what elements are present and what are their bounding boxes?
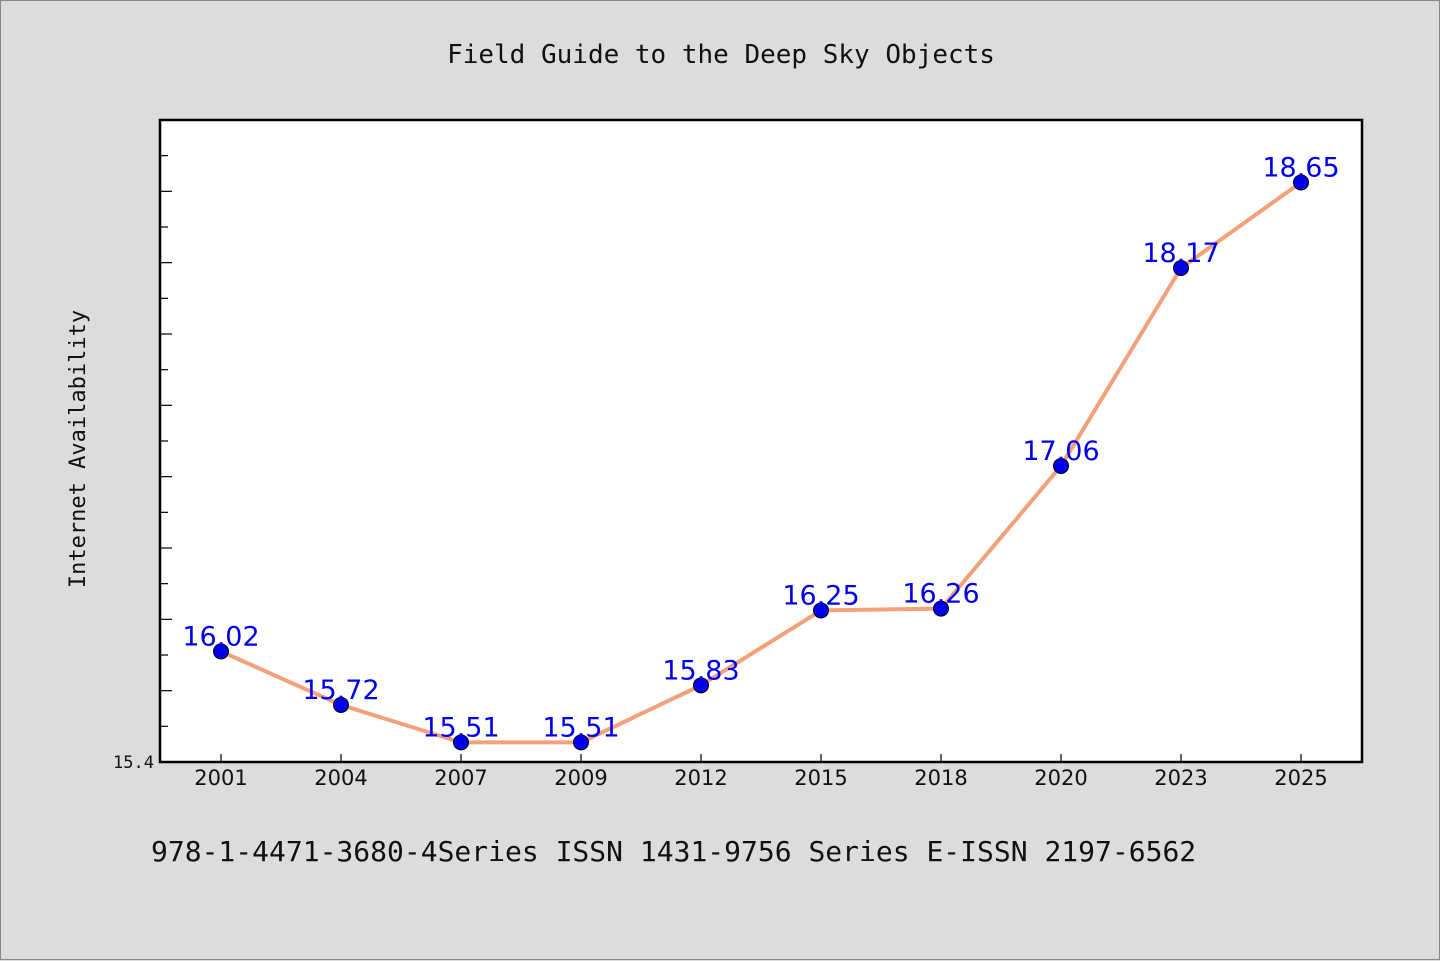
y-axis-label: Internet Availability (66, 310, 91, 588)
data-label: 17.06 (1022, 436, 1099, 467)
x-tick-label: 2001 (194, 766, 247, 790)
chart-title: Field Guide to the Deep Sky Objects (447, 40, 995, 70)
series-line-group (219, 180, 1303, 745)
x-tick-label: 2015 (794, 766, 847, 790)
data-point (573, 734, 589, 751)
data-markers (213, 174, 1309, 751)
x-tick-label: 2007 (434, 766, 487, 790)
data-point (1053, 457, 1069, 474)
y-axis-tick-labels: 15.4 (113, 753, 154, 773)
x-axis-tick-labels: 2001 2004 2007 2009 2012 2015 2018 2020 2023 2025 (194, 766, 1327, 790)
data-label: 15.51 (542, 712, 619, 743)
data-point (333, 696, 349, 713)
data-point (213, 643, 229, 660)
data-point (453, 734, 469, 751)
x-tick-label: 2009 (554, 766, 607, 790)
data-label: 16.25 (782, 580, 859, 611)
x-tick-label: 2023 (1154, 766, 1207, 790)
data-point (813, 602, 829, 619)
data-label: 15.83 (662, 655, 739, 686)
data-label: 16.26 (902, 579, 979, 610)
data-point (1293, 174, 1309, 191)
data-point (933, 600, 949, 617)
y-axis-ticks (160, 155, 172, 727)
x-tick-label: 2004 (314, 766, 367, 790)
data-label: 15.51 (422, 712, 499, 743)
x-tick-label: 2020 (1034, 766, 1087, 790)
data-point (693, 677, 709, 694)
data-label: 18.17 (1142, 238, 1219, 269)
data-point (1173, 260, 1189, 277)
data-label: 15.72 (302, 675, 379, 706)
data-label: 18.65 (1262, 152, 1339, 183)
footer-isbn-text: 978-1-4471-3680-4Series ISSN 1431-9756 S… (151, 835, 1197, 868)
x-tick-label: 2018 (914, 766, 967, 790)
x-tick-label: 2025 (1274, 766, 1327, 790)
data-labels: 16.02 15.72 15.51 15.51 15.83 16.25 16.26 17.06… (182, 152, 1339, 743)
x-axis-ticks (220, 754, 1302, 762)
y-tick-label: 15.4 (113, 753, 154, 773)
x-tick-label: 2012 (674, 766, 727, 790)
data-label: 16.02 (182, 621, 259, 652)
plot-area (158, 118, 1364, 764)
series-line (219, 180, 1303, 745)
